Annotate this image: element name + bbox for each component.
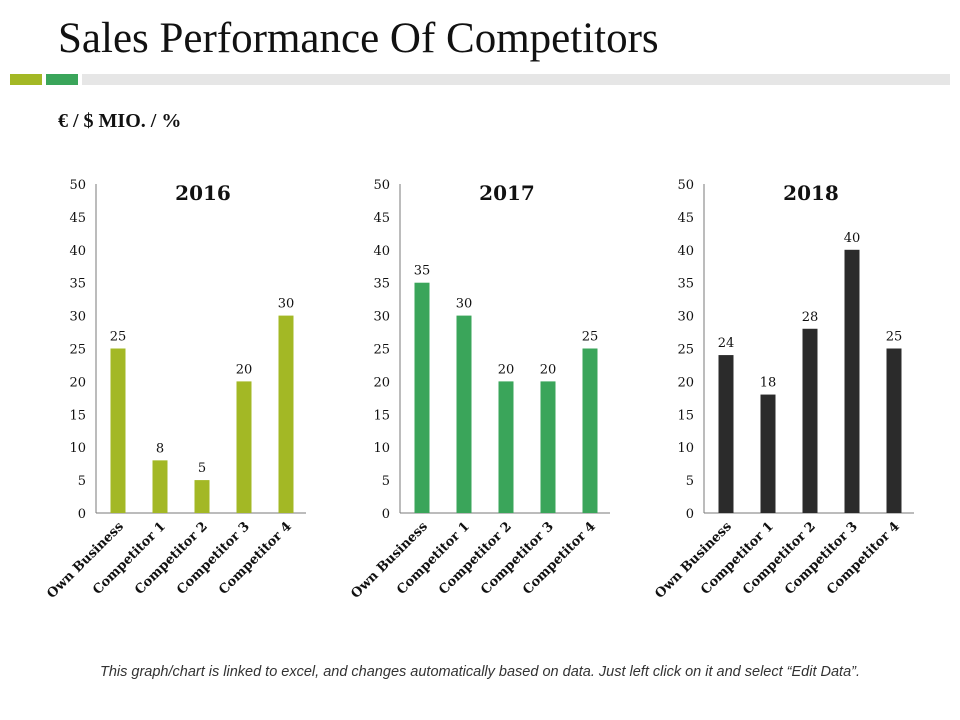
data-label: 28 bbox=[802, 310, 819, 325]
category-label: Own Business bbox=[652, 519, 734, 601]
y-tick-label: 35 bbox=[677, 277, 694, 292]
data-label: 30 bbox=[278, 297, 295, 312]
y-tick-label: 5 bbox=[686, 474, 694, 489]
y-tick-label: 10 bbox=[69, 441, 86, 456]
bar[interactable] bbox=[278, 315, 294, 513]
data-label: 25 bbox=[886, 330, 903, 345]
category-label: Competitor 4 bbox=[824, 519, 903, 598]
y-tick-label: 30 bbox=[677, 310, 694, 325]
bar[interactable] bbox=[844, 249, 860, 514]
accent-bar-track bbox=[82, 74, 950, 85]
data-label: 24 bbox=[718, 336, 735, 351]
data-label: 20 bbox=[236, 362, 253, 377]
y-tick-label: 25 bbox=[677, 343, 694, 358]
y-tick-label: 10 bbox=[373, 441, 390, 456]
category-label: Competitor 3 bbox=[174, 519, 253, 598]
category-label: Own Business bbox=[44, 519, 126, 601]
y-tick-label: 30 bbox=[69, 310, 86, 325]
category-label: Competitor 3 bbox=[478, 519, 557, 598]
y-tick-label: 10 bbox=[677, 441, 694, 456]
footnote: This graph/chart is linked to excel, and… bbox=[99, 664, 861, 680]
bar[interactable] bbox=[152, 460, 168, 513]
chart-title: 2016 bbox=[175, 181, 231, 205]
y-tick-label: 5 bbox=[382, 474, 390, 489]
y-tick-label: 40 bbox=[373, 244, 390, 259]
data-label: 30 bbox=[456, 297, 473, 312]
data-label: 25 bbox=[582, 330, 599, 345]
y-tick-label: 20 bbox=[677, 375, 694, 390]
y-tick-label: 15 bbox=[69, 408, 86, 423]
chart-2018[interactable]: 0 5 10 15 20 25 30 35 40 45 50 2018 24 Own Business 18… bbox=[652, 178, 914, 602]
data-label: 18 bbox=[760, 376, 777, 391]
category-label: Competitor 1 bbox=[698, 519, 777, 598]
y-tick-label: 25 bbox=[69, 343, 86, 358]
bar[interactable] bbox=[498, 381, 514, 513]
chart-title: 2017 bbox=[479, 181, 535, 205]
y-tick-label: 0 bbox=[686, 507, 694, 522]
bar[interactable] bbox=[414, 282, 430, 513]
bar[interactable] bbox=[886, 348, 902, 514]
bar[interactable] bbox=[456, 315, 472, 513]
y-tick-label: 50 bbox=[677, 178, 694, 193]
data-label: 35 bbox=[414, 264, 431, 279]
y-tick-label: 20 bbox=[373, 375, 390, 390]
data-label: 20 bbox=[540, 362, 557, 377]
units-label: € / $ MIO. / % bbox=[58, 110, 182, 132]
category-label: Competitor 2 bbox=[132, 519, 211, 598]
category-label: Competitor 1 bbox=[394, 519, 473, 598]
y-tick-label: 45 bbox=[677, 211, 694, 226]
category-label: Own Business bbox=[348, 519, 430, 601]
bar[interactable] bbox=[540, 381, 556, 513]
bar[interactable] bbox=[802, 328, 818, 513]
category-label: Competitor 3 bbox=[782, 519, 861, 598]
bar[interactable] bbox=[194, 480, 210, 513]
accent-bar-green-light bbox=[10, 74, 42, 85]
accent-bar-green bbox=[46, 74, 78, 85]
data-label: 5 bbox=[198, 461, 206, 476]
y-tick-label: 0 bbox=[78, 507, 86, 522]
page-title: Sales Performance Of Competitors bbox=[58, 15, 659, 62]
category-label: Competitor 4 bbox=[216, 519, 295, 598]
data-label: 8 bbox=[156, 441, 164, 456]
y-tick-label: 20 bbox=[69, 375, 86, 390]
y-tick-label: 40 bbox=[69, 244, 86, 259]
chart-2016[interactable]: 0 5 10 15 20 25 30 35 40 45 50 2016 25 Own Business 8 C… bbox=[44, 178, 306, 602]
y-tick-label: 15 bbox=[373, 408, 390, 423]
category-label: Competitor 1 bbox=[90, 519, 169, 598]
category-label: Competitor 2 bbox=[740, 519, 819, 598]
y-tick-label: 5 bbox=[78, 474, 86, 489]
y-tick-label: 50 bbox=[69, 178, 86, 193]
y-tick-label: 35 bbox=[69, 277, 86, 292]
category-label: Competitor 2 bbox=[436, 519, 515, 598]
y-tick-label: 25 bbox=[373, 343, 390, 358]
bar[interactable] bbox=[236, 381, 252, 513]
y-tick-label: 45 bbox=[373, 211, 390, 226]
y-tick-label: 15 bbox=[677, 408, 694, 423]
data-label: 20 bbox=[498, 362, 515, 377]
data-label: 40 bbox=[844, 231, 861, 246]
y-tick-label: 0 bbox=[382, 507, 390, 522]
bar[interactable] bbox=[110, 348, 126, 514]
y-tick-label: 30 bbox=[373, 310, 390, 325]
data-label: 25 bbox=[110, 330, 127, 345]
y-tick-label: 35 bbox=[373, 277, 390, 292]
bar[interactable] bbox=[582, 348, 598, 514]
y-tick-label: 50 bbox=[373, 178, 390, 193]
chart-title: 2018 bbox=[783, 181, 839, 205]
category-label: Competitor 4 bbox=[520, 519, 599, 598]
bar[interactable] bbox=[718, 355, 734, 513]
chart-2017[interactable]: 0 5 10 15 20 25 30 35 40 45 50 2017 35 Own Business 30… bbox=[348, 178, 610, 602]
y-tick-label: 40 bbox=[677, 244, 694, 259]
y-tick-label: 45 bbox=[69, 211, 86, 226]
bar[interactable] bbox=[760, 394, 776, 513]
